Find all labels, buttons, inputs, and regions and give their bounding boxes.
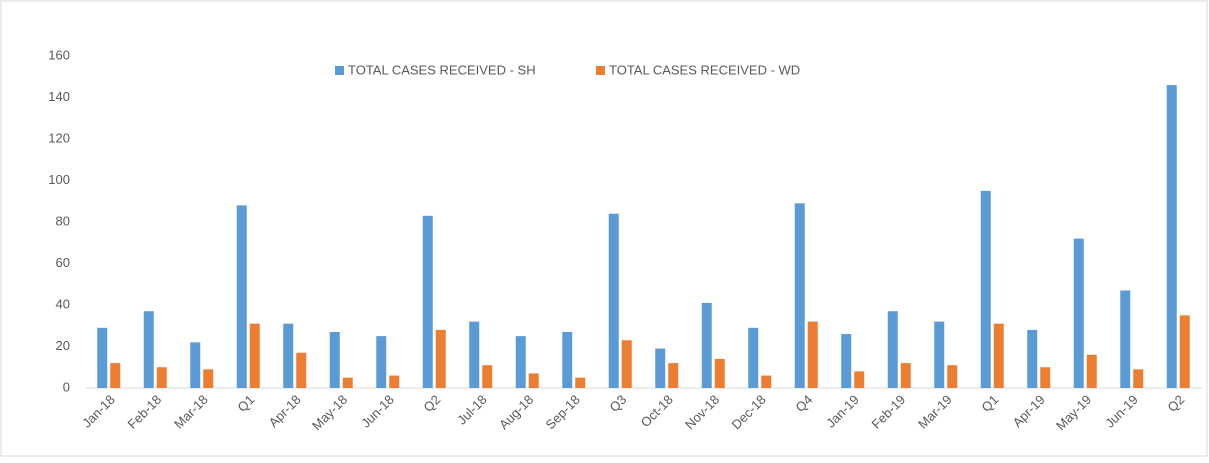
- legend-label: TOTAL CASES RECEIVED - WD: [609, 62, 800, 77]
- legend-swatch: [335, 66, 344, 75]
- bar: [469, 321, 480, 388]
- bar: [934, 321, 945, 388]
- bar: [1179, 315, 1190, 388]
- bar: [1040, 367, 1051, 388]
- y-tick-label: 20: [56, 338, 70, 353]
- bar: [701, 302, 712, 388]
- y-tick-label: 120: [48, 130, 70, 145]
- bar: [482, 365, 493, 388]
- bar: [575, 377, 586, 388]
- bar: [110, 363, 121, 388]
- bar: [794, 203, 805, 388]
- y-tick-label: 160: [48, 47, 70, 62]
- y-tick-label: 60: [56, 255, 70, 270]
- bar: [608, 213, 619, 388]
- y-tick-label: 0: [63, 379, 70, 394]
- bar: [993, 323, 1004, 388]
- bar: [714, 358, 725, 388]
- bar: [435, 329, 446, 388]
- bar: [143, 311, 154, 388]
- y-tick-label: 40: [56, 296, 70, 311]
- bar: [980, 190, 991, 388]
- bar: [1133, 369, 1144, 388]
- legend-swatch: [596, 66, 605, 75]
- bar: [296, 352, 307, 388]
- bar: [655, 348, 666, 388]
- bar: [422, 215, 433, 388]
- bar: [947, 365, 958, 388]
- bar: [515, 336, 526, 388]
- legend-label: TOTAL CASES RECEIVED - SH: [348, 62, 536, 77]
- bar: [1073, 238, 1084, 388]
- bar: [621, 340, 632, 388]
- bar: [761, 375, 772, 388]
- bar: [342, 377, 353, 388]
- bar: [97, 327, 108, 388]
- bar: [389, 375, 400, 388]
- y-tick-label: 80: [56, 213, 70, 228]
- bar: [376, 336, 387, 388]
- bar: [203, 369, 214, 388]
- bar: [807, 321, 818, 388]
- bar: [1120, 290, 1131, 388]
- bar: [748, 327, 759, 388]
- bar: [562, 331, 573, 388]
- bar: [249, 323, 260, 388]
- bar: [528, 373, 539, 388]
- bar: [668, 363, 679, 388]
- bar: [190, 342, 201, 388]
- bar: [1086, 354, 1097, 388]
- bar: [283, 323, 294, 388]
- bar: [887, 311, 898, 388]
- bar: [1166, 85, 1177, 389]
- y-tick-label: 140: [48, 89, 70, 104]
- bar: [329, 331, 340, 388]
- bar: [1027, 329, 1038, 388]
- bar: [854, 371, 865, 388]
- bar: [900, 363, 911, 388]
- bar: [156, 367, 167, 388]
- bar: [236, 205, 247, 388]
- bar: [841, 334, 852, 388]
- y-tick-label: 100: [48, 172, 70, 187]
